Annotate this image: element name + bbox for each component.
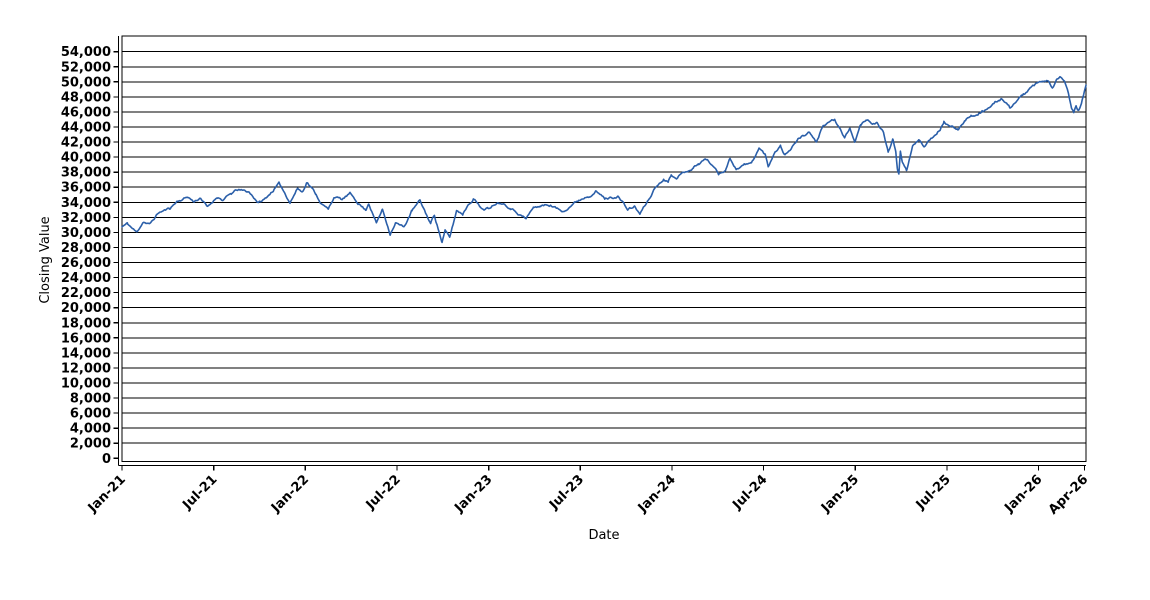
y-tick-label: 26,000 [61,256,111,271]
y-tick-label: 16,000 [61,331,111,346]
y-tick-label: 6,000 [70,407,111,422]
y-tick-label: 38,000 [61,166,111,181]
y-tick-label: 24,000 [61,271,111,286]
y-tick-label: 36,000 [61,181,111,196]
y-tick-label: 42,000 [61,136,111,151]
x-tick-label: Jul-25 [913,472,954,513]
x-tick-label: Jan-25 [818,472,862,516]
plot-border [121,35,1087,463]
y-tick-label: 48,000 [61,90,111,105]
y-tick-label: 54,000 [61,45,111,60]
y-tick-label: 44,000 [61,120,111,135]
y-tick-label: 10,000 [61,377,111,392]
y-tick-label: 34,000 [61,196,111,211]
series-group [121,75,1087,244]
axis-tick-labels: 02,0004,0006,0008,00010,00012,00014,0001… [61,45,1091,517]
y-tick-label: 12,000 [61,361,111,376]
x-tick-label: Apr-26 [1046,472,1091,517]
y-tick-label: 46,000 [61,105,111,120]
y-tick-label: 22,000 [61,286,111,301]
y-tick-label: 2,000 [70,437,111,452]
x-tick-label: Jan-23 [451,472,495,516]
x-axis-title: Date [588,528,619,543]
y-tick-label: 52,000 [61,60,111,75]
series-line [121,75,1087,244]
x-tick-label: Jul-21 [179,472,220,513]
y-tick-label: 40,000 [61,151,111,166]
axes [113,36,1086,471]
y-tick-label: 32,000 [61,211,111,226]
x-tick-label: Jul-23 [546,472,587,513]
y-tick-label: 4,000 [70,422,111,437]
y-tick-label: 18,000 [61,316,111,331]
gridlines [122,51,1086,444]
x-tick-label: Jan-22 [268,472,312,516]
x-tick-label: Jan-26 [1001,472,1045,516]
y-axis-title: Closing Value [38,216,53,303]
y-tick-label: 50,000 [61,75,111,90]
x-tick-label: Jan-24 [635,472,679,516]
y-tick-label: 0 [102,452,111,467]
x-tick-label: Jul-24 [729,472,770,513]
y-tick-label: 28,000 [61,241,111,256]
y-tick-label: 30,000 [61,226,111,241]
x-tick-label: Jul-22 [363,472,404,513]
y-tick-label: 20,000 [61,301,111,316]
y-tick-label: 8,000 [70,392,111,407]
y-tick-label: 14,000 [61,346,111,361]
x-tick-label: Jan-21 [85,472,129,516]
